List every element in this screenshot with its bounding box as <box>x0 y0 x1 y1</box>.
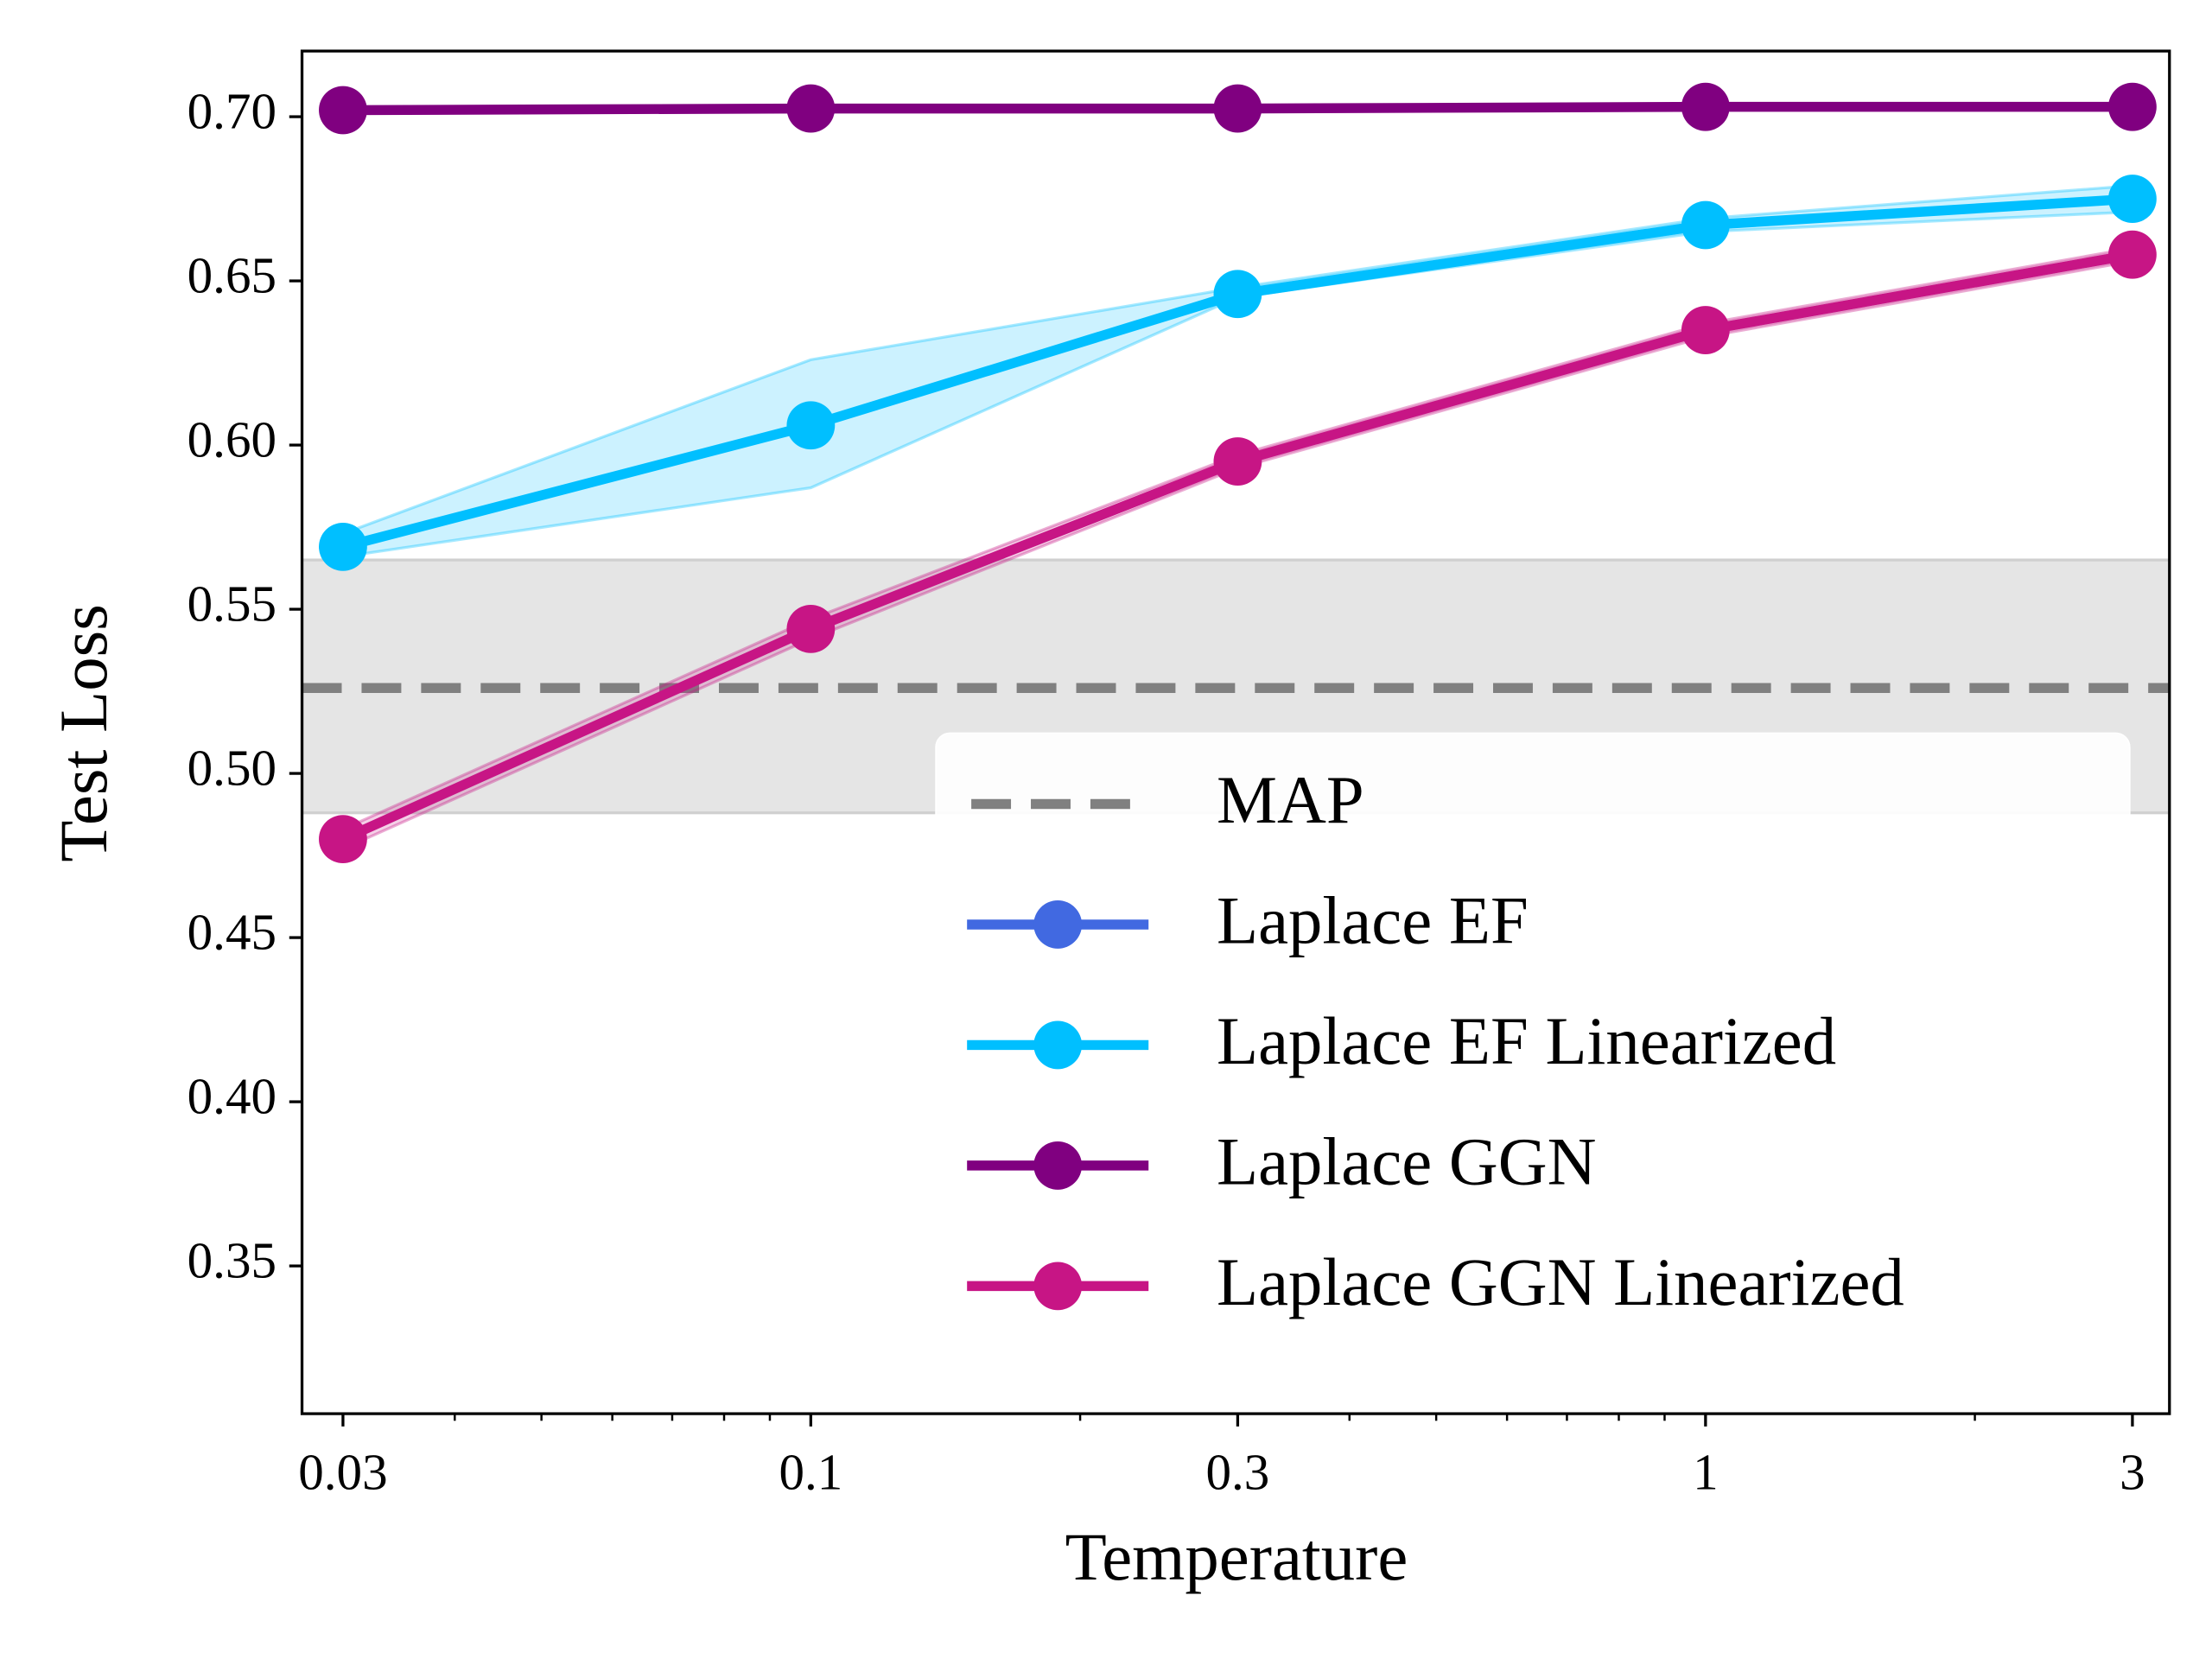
y-axis-label: Test Loss <box>47 604 122 862</box>
error-band <box>341 184 2134 559</box>
data-point <box>1213 437 1262 486</box>
legend-marker <box>1033 1141 1083 1190</box>
legend-label: Laplace EF Linearized <box>1217 1004 1836 1079</box>
x-tick-label: 0.03 <box>298 1444 387 1501</box>
legend-label: Laplace GGN <box>1217 1124 1596 1199</box>
data-point <box>786 401 836 450</box>
data-point <box>786 84 836 133</box>
x-tick-label: 0.3 <box>1205 1444 1269 1501</box>
x-tick-label: 0.1 <box>779 1444 842 1501</box>
legend-marker <box>1033 900 1083 949</box>
y-tick-label: 0.35 <box>188 1232 276 1289</box>
data-point <box>2108 230 2157 279</box>
x-tick-label: 1 <box>1693 1444 1719 1501</box>
x-tick-label: 3 <box>2120 1444 2145 1501</box>
data-point <box>2108 175 2157 223</box>
y-tick-label: 0.60 <box>188 411 276 468</box>
y-tick-label: 0.40 <box>188 1068 276 1125</box>
axes-frame <box>300 49 2171 1415</box>
y-tick-label: 0.70 <box>188 83 276 140</box>
legend-box <box>935 732 2131 1365</box>
data-point <box>1681 306 1730 354</box>
legend-label: Laplace EF <box>1217 883 1529 958</box>
data-point <box>1213 270 1262 319</box>
data-point <box>1681 82 1730 131</box>
data-point <box>319 86 367 135</box>
legend-label: MAP <box>1217 763 1364 838</box>
legend-marker <box>1033 1262 1083 1311</box>
x-axis-label: Temperature <box>1065 1520 1408 1595</box>
data-point <box>1681 200 1730 250</box>
y-tick-label: 0.65 <box>188 247 276 304</box>
legend-label: Laplace GGN Linearized <box>1217 1245 1904 1320</box>
y-tick-label: 0.50 <box>188 740 276 797</box>
data-point <box>319 522 367 571</box>
data-point <box>319 815 367 863</box>
data-point <box>786 604 836 653</box>
y-tick-label: 0.45 <box>188 904 276 961</box>
data-point <box>1213 84 1262 133</box>
data-point <box>2108 82 2157 131</box>
legend-marker <box>1033 1020 1083 1070</box>
y-tick-label: 0.55 <box>188 575 276 632</box>
